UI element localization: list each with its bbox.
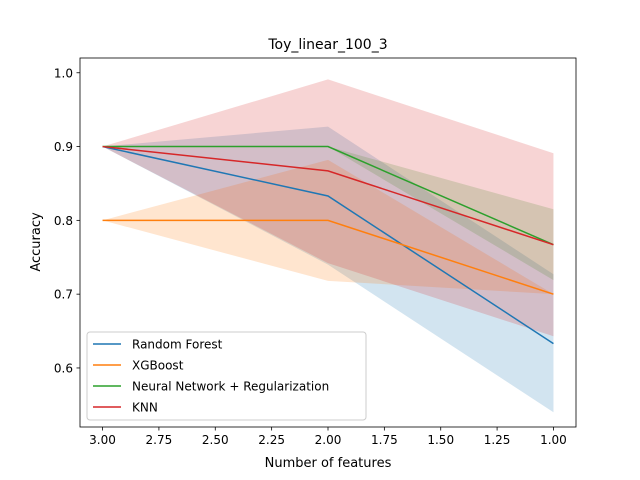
- y-axis-label: Accuracy: [29, 212, 44, 272]
- x-tick-label: 1.25: [484, 433, 511, 447]
- x-axis-ticks: 3.00 2.75 2.50 2.25 2.00 1.75 1.50 1.25 1.00: [89, 427, 567, 447]
- legend-box: [86, 331, 367, 421]
- line-neural-network-regularization: [102, 145, 554, 246]
- x-tick-label: 2.25: [258, 433, 285, 447]
- chart-title: Toy_linear_100_3: [267, 37, 387, 53]
- confidence-bands: [102, 79, 554, 413]
- x-axis-label: Number of features: [265, 456, 392, 471]
- band-knn: [102, 79, 554, 337]
- legend-label-neural-network-regularization: Neural Network + Regularization: [132, 380, 329, 394]
- x-tick-label: 2.00: [315, 433, 342, 447]
- y-tick-label: 0.6: [54, 361, 73, 375]
- legend: Random Forest XGBoost Neural Network + Reg…: [86, 331, 367, 421]
- x-tick-label: 1.50: [427, 433, 454, 447]
- y-tick-label: 0.8: [54, 214, 73, 228]
- line-knn: [102, 145, 554, 246]
- y-tick-label: 0.7: [54, 288, 73, 302]
- x-tick-label: 2.75: [146, 433, 173, 447]
- x-tick-label: 2.50: [202, 433, 229, 447]
- legend-label-xgboost: XGBoost: [132, 359, 184, 373]
- y-tick-label: 1.0: [54, 66, 73, 80]
- line-random-forest: [102, 145, 554, 345]
- band-random-forest: [102, 126, 554, 413]
- legend-label-random-forest: Random Forest: [132, 338, 223, 352]
- band-neural-network-regularization: [102, 146, 554, 281]
- line-xgboost: [102, 219, 554, 295]
- x-tick-label: 3.00: [89, 433, 116, 447]
- band-xgboost: [102, 159, 554, 295]
- x-tick-label: 1.75: [371, 433, 398, 447]
- series-lines: [102, 145, 554, 345]
- legend-label-knn: KNN: [132, 401, 158, 415]
- y-tick-label: 0.9: [54, 140, 73, 154]
- y-axis-ticks: 0.6 0.7 0.8 0.9 1.0: [54, 66, 80, 375]
- x-tick-label: 1.00: [540, 433, 567, 447]
